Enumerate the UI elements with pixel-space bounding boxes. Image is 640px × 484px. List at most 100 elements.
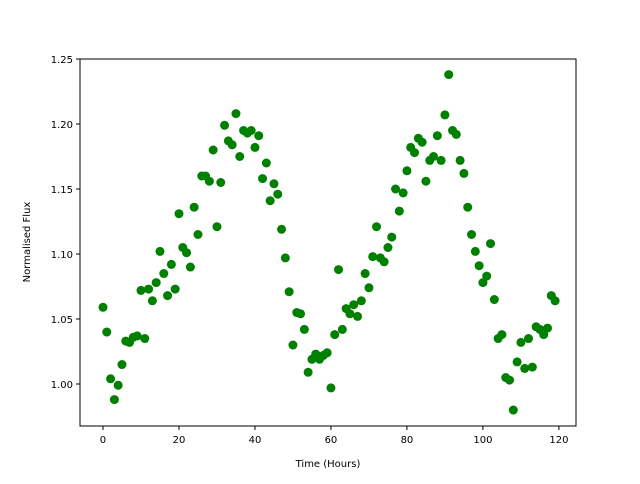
point [516, 337, 526, 347]
point [144, 284, 154, 294]
point [193, 230, 203, 240]
plot-frame [79, 58, 577, 427]
y-tick-label: 1.25 [51, 55, 73, 66]
point [391, 184, 401, 194]
point [432, 131, 442, 141]
point [299, 324, 309, 334]
point [489, 295, 499, 305]
point [109, 395, 119, 405]
point [440, 110, 450, 120]
point [455, 155, 465, 165]
x-tick-label: 20 [173, 435, 186, 446]
point [280, 253, 290, 263]
point [512, 357, 522, 367]
point [486, 239, 496, 249]
point [451, 129, 461, 139]
point [383, 243, 393, 253]
point [204, 176, 214, 186]
point [326, 383, 336, 393]
x-tick-label: 60 [325, 435, 338, 446]
point [364, 283, 374, 293]
point [189, 202, 199, 212]
point [524, 334, 534, 344]
point [102, 327, 112, 337]
point [394, 206, 404, 216]
point [254, 131, 264, 141]
y-tick-label: 1.10 [51, 250, 73, 261]
point [246, 126, 256, 136]
point [140, 334, 150, 344]
point [337, 324, 347, 334]
point [98, 302, 108, 312]
point [474, 261, 484, 271]
point [410, 148, 420, 158]
point [296, 309, 306, 319]
point [155, 246, 165, 256]
point [402, 166, 412, 176]
point [417, 137, 427, 147]
point [539, 330, 549, 340]
point [436, 155, 446, 165]
point [349, 300, 359, 310]
y-tick-label: 1.00 [51, 380, 73, 391]
point [421, 176, 431, 186]
point [174, 209, 184, 219]
point [520, 363, 530, 373]
point [216, 178, 226, 188]
point [273, 189, 283, 199]
point [398, 188, 408, 198]
point [444, 70, 454, 80]
y-tick-label: 1.15 [51, 185, 73, 196]
point [543, 323, 553, 333]
point [258, 174, 268, 184]
point [250, 142, 260, 152]
point [505, 375, 515, 385]
point [372, 222, 382, 232]
point [231, 109, 241, 119]
y-tick-label: 1.20 [51, 120, 73, 131]
point [170, 284, 180, 294]
point [261, 158, 271, 168]
point [334, 265, 344, 275]
point [467, 230, 477, 240]
point [368, 252, 378, 262]
point [550, 296, 560, 306]
point [322, 348, 332, 358]
point [345, 309, 355, 319]
point [182, 248, 192, 258]
point [527, 362, 537, 372]
point [288, 340, 298, 350]
point [106, 374, 116, 384]
point [478, 278, 488, 288]
point [208, 145, 218, 155]
point [482, 271, 492, 281]
x-tick-label: 120 [549, 435, 568, 446]
y-tick-label: 1.05 [51, 315, 73, 326]
point [235, 152, 245, 162]
point [147, 296, 157, 306]
point [463, 202, 473, 212]
point [353, 311, 363, 321]
point [166, 259, 176, 269]
point [360, 269, 370, 279]
point [356, 296, 366, 306]
point [136, 285, 146, 295]
point [117, 360, 127, 370]
point [185, 262, 195, 272]
point [459, 168, 469, 178]
point [132, 331, 142, 341]
point [470, 246, 480, 256]
point [269, 179, 279, 189]
x-axis-label: Time (Hours) [295, 459, 361, 470]
point [163, 291, 173, 301]
point [227, 140, 237, 150]
point [387, 232, 397, 242]
x-tick-label: 80 [401, 435, 414, 446]
point [284, 287, 294, 297]
point [277, 224, 287, 234]
point [212, 222, 222, 232]
point [303, 367, 313, 377]
point [508, 405, 518, 415]
point [220, 120, 230, 130]
x-tick-label: 100 [473, 435, 492, 446]
